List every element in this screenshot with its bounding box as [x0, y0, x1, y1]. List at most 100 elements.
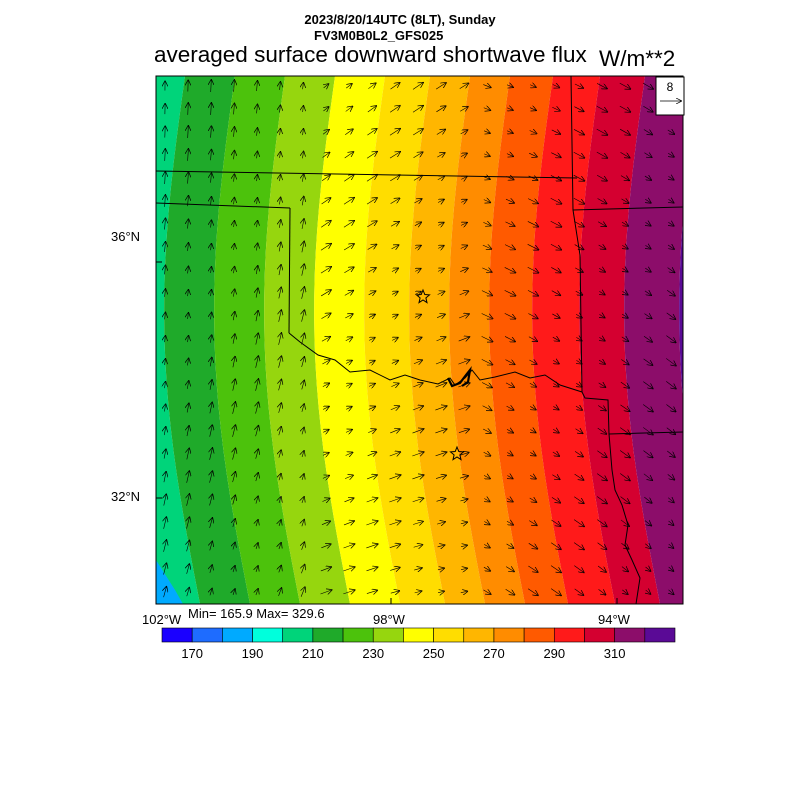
wind-arrow-icon [553, 360, 559, 363]
wind-arrow-icon [302, 310, 305, 322]
wind-arrow-icon [165, 195, 166, 207]
wind-arrow-icon [484, 499, 489, 502]
vector-reference-box: 8 [655, 76, 685, 116]
wind-arrow-icon [369, 338, 374, 341]
wind-arrow-icon [481, 382, 492, 388]
wind-arrow-icon [644, 291, 651, 295]
wind-arrow-icon [368, 429, 376, 432]
wind-arrow-icon [573, 174, 585, 181]
wind-arrow-icon [669, 567, 674, 571]
wind-arrow-icon [187, 449, 189, 460]
wind-arrow-icon [164, 382, 165, 389]
wind-arrow-icon [596, 83, 607, 88]
station-star-icon [449, 445, 465, 461]
wind-arrow-icon [164, 517, 167, 529]
wind-arrow-icon [505, 222, 514, 226]
wind-arrow-icon [187, 494, 190, 506]
wind-arrow-icon [366, 198, 377, 205]
wind-arrow-icon [188, 267, 189, 274]
wind-arrow-icon [573, 129, 584, 134]
lon-tick-label: 102°W [142, 612, 182, 627]
wind-arrow-icon [345, 430, 352, 433]
wind-arrow-icon [668, 222, 673, 226]
wind-arrow-icon [302, 451, 304, 458]
wind-arrow-icon [390, 222, 399, 227]
colorbar-box [463, 627, 495, 643]
wind-arrow-icon [279, 474, 281, 481]
flux-band [156, 560, 183, 604]
wind-arrow-icon [301, 587, 305, 597]
wind-arrow-icon [210, 589, 212, 596]
wind-arrow-icon [257, 81, 258, 92]
wind-arrow-icon [666, 358, 676, 365]
wind-arrow-icon [233, 334, 235, 344]
wind-arrow-icon [279, 520, 281, 526]
wind-arrow-icon [256, 496, 258, 504]
wind-arrow-icon [165, 266, 166, 275]
wind-arrow-icon [210, 380, 212, 390]
wind-arrow-icon [413, 383, 422, 387]
wind-arrow-icon [303, 106, 304, 113]
wind-arrow-icon [435, 406, 446, 410]
colorbar-box [191, 627, 223, 643]
wind-arrow-icon [412, 475, 423, 479]
flux-field [156, 76, 683, 604]
red-river-border [288, 332, 583, 393]
wind-arrow-icon [367, 106, 376, 113]
wind-arrow-icon [597, 519, 606, 527]
wind-arrow-icon [507, 131, 513, 133]
wind-arrow-icon [553, 406, 558, 409]
wind-arrow-icon [598, 589, 606, 594]
wind-arrow-icon [280, 175, 281, 182]
wind-arrow-icon [506, 429, 513, 432]
lat-tick-label: 36°N [111, 229, 141, 244]
wind-arrow-icon [667, 450, 674, 457]
wind-arrow-icon [599, 337, 604, 340]
colorbar-box [403, 627, 434, 643]
wind-arrow-icon [527, 244, 539, 249]
flux-band [489, 76, 568, 604]
wind-arrow-icon [256, 543, 258, 549]
wind-arrow-icon [574, 588, 584, 595]
wind-arrow-icon [438, 591, 444, 592]
wind-arrow-icon [597, 198, 607, 203]
wind-arrow-icon [257, 221, 258, 228]
wind-arrow-icon [256, 311, 258, 322]
wind-arrow-icon [211, 267, 212, 274]
wind-arrow-icon [188, 126, 189, 139]
wind-arrow-icon [483, 475, 490, 478]
wind-arrow-icon [550, 198, 562, 203]
wind-arrow-icon [164, 563, 167, 575]
wind-arrow-icon [574, 451, 583, 456]
wind-arrow-icon [415, 292, 421, 295]
wind-arrow-icon [234, 221, 235, 228]
wind-arrow-icon [279, 243, 281, 252]
wind-arrow-icon [504, 290, 516, 295]
wind-arrow-icon [482, 429, 491, 433]
wind-arrow-icon [257, 175, 258, 182]
wind-arrow-icon [505, 383, 514, 387]
wind-arrow-icon [506, 521, 513, 525]
wind-arrow-icon [210, 542, 212, 551]
wind-arrow-icon [233, 357, 235, 368]
wind-arrow-icon [458, 360, 469, 364]
colorbar-label: 270 [483, 646, 505, 661]
colorbar-label: 290 [543, 646, 565, 661]
wind-arrow-icon [343, 544, 355, 548]
wind-arrow-icon [165, 149, 166, 161]
wind-arrow-icon [302, 152, 303, 159]
wind-arrow-icon [551, 497, 560, 502]
wind-arrow-icon [391, 361, 398, 364]
wind-arrow-icon [552, 337, 559, 341]
wind-arrow-icon [233, 379, 235, 391]
wind-arrow-icon [646, 590, 651, 594]
lon-tick-label: 94°W [598, 612, 630, 627]
oklahoma-panhandle-border [156, 202, 291, 209]
wind-arrow-icon [320, 290, 331, 297]
wind-arrow-icon [211, 173, 212, 183]
wind-arrow-icon [459, 453, 468, 456]
wind-arrow-icon [366, 475, 377, 479]
wind-arrow-icon [643, 106, 652, 111]
wind-arrow-icon [369, 361, 374, 364]
wind-arrow-icon [551, 130, 560, 134]
